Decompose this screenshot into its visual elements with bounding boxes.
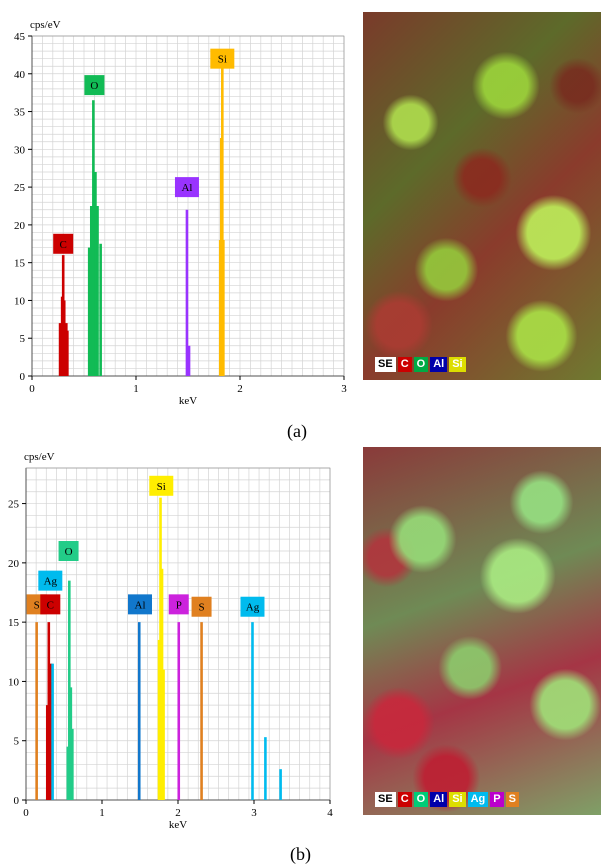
peak-bar — [222, 240, 225, 376]
map-legend-b-item-p-6: P — [490, 792, 503, 807]
peak-al: Al — [175, 177, 199, 376]
y-axis-label: cps/eV — [30, 19, 61, 31]
y-tick-label: 0 — [14, 795, 20, 807]
y-tick-label: 20 — [8, 558, 20, 570]
peak-bar — [177, 622, 180, 800]
map-legend-b-item-si-4: Si — [449, 792, 465, 807]
peak-bar — [48, 622, 51, 800]
x-tick-label: 3 — [341, 383, 347, 395]
peak-si: Si — [210, 49, 234, 376]
map-legend-b-item-se-0: SE — [375, 792, 396, 807]
map-legend-a: SE C O Al Si — [375, 357, 466, 372]
map-legend-a-item-al-3: Al — [430, 357, 447, 372]
peak-bar — [96, 206, 99, 376]
map-legend-a-item-se-0: SE — [375, 357, 396, 372]
x-axis-label: keV — [169, 819, 187, 831]
y-tick-label: 10 — [14, 295, 26, 307]
y-tick-label: 5 — [14, 736, 20, 748]
y-tick-label: 25 — [14, 182, 26, 194]
x-axis-label: keV — [179, 395, 197, 407]
caption-b: (b) — [290, 844, 311, 865]
x-tick-label: 1 — [99, 807, 105, 819]
peak-bar — [71, 729, 74, 800]
element-map-a: SE C O Al Si — [363, 12, 601, 380]
map-legend-a-item-c-1: C — [398, 357, 412, 372]
y-tick-label: 40 — [14, 69, 26, 81]
x-tick-label: 0 — [23, 807, 29, 819]
map-legend-b-item-s-7: S — [506, 792, 519, 807]
y-tick-label: 45 — [14, 31, 26, 43]
y-tick-label: 5 — [20, 333, 26, 345]
peak-label: Ag — [246, 602, 260, 614]
caption-a: (a) — [287, 421, 307, 442]
peak-c: C — [40, 594, 60, 800]
peak-s: S — [27, 594, 47, 800]
peak-bar — [51, 664, 54, 800]
peak-bar — [200, 622, 203, 800]
chart-a: 0 1 2 3 0 5 10 15 20 25 30 35 40 45 cps/eV keV C O Al Si — [0, 0, 360, 420]
peak-al: Al — [128, 594, 152, 800]
peak-bar — [35, 622, 38, 800]
map-legend-b-item-al-3: Al — [430, 792, 447, 807]
peak-bar — [99, 244, 102, 376]
peak-label: O — [90, 80, 98, 92]
map-legend-b-item-ag-5: Ag — [468, 792, 489, 807]
peak-label: P — [176, 599, 182, 611]
map-legend-b: SE C O Al Si Ag P S — [375, 792, 519, 807]
y-tick-label: 15 — [8, 617, 20, 629]
peak-label: Ag — [44, 576, 58, 588]
peak-bar — [138, 622, 141, 800]
map-legend-b-item-c-1: C — [398, 792, 412, 807]
map-legend-a-item-si-4: Si — [449, 357, 465, 372]
map-legend-b-item-o-2: O — [414, 792, 429, 807]
peak-p: P — [169, 594, 189, 800]
x-tick-label: 4 — [327, 807, 333, 819]
peak-label: C — [60, 239, 67, 251]
y-tick-label: 25 — [8, 499, 20, 511]
peak-label: S — [34, 599, 40, 611]
y-tick-label: 0 — [20, 371, 26, 383]
peak-ag: Ag — [240, 597, 281, 800]
peak-label: Al — [181, 182, 192, 194]
y-axis-label: cps/eV — [24, 451, 55, 463]
peak-bar — [66, 331, 69, 376]
peak-label: Si — [157, 481, 166, 493]
y-tick-label: 10 — [8, 676, 20, 688]
peak-label: S — [198, 602, 204, 614]
x-tick-label: 2 — [175, 807, 181, 819]
peak-label: Si — [218, 54, 227, 66]
peak-bar — [188, 346, 191, 376]
map-legend-a-item-o-2: O — [414, 357, 429, 372]
peak-bar — [251, 622, 254, 800]
peak-bar — [264, 737, 267, 800]
peak-label: O — [65, 546, 73, 558]
peak-si: Si — [149, 476, 173, 800]
peak-label: Al — [135, 599, 146, 611]
x-tick-label: 2 — [237, 383, 243, 395]
peak-bar — [162, 670, 165, 800]
x-tick-label: 3 — [251, 807, 257, 819]
y-tick-label: 20 — [14, 220, 26, 232]
chart-b: 0 1 2 3 4 0 5 10 15 20 25 cps/eV keV S C Ag O Al Si P S Ag — [0, 446, 360, 846]
y-tick-label: 15 — [14, 258, 26, 270]
peak-bar — [279, 769, 282, 800]
y-tick-label: 35 — [14, 107, 26, 119]
peak-label: C — [47, 599, 54, 611]
x-tick-label: 1 — [133, 383, 139, 395]
y-tick-label: 30 — [14, 144, 26, 156]
x-tick-label: 0 — [29, 383, 35, 395]
element-map-b: SE C O Al Si Ag P S — [363, 447, 601, 815]
